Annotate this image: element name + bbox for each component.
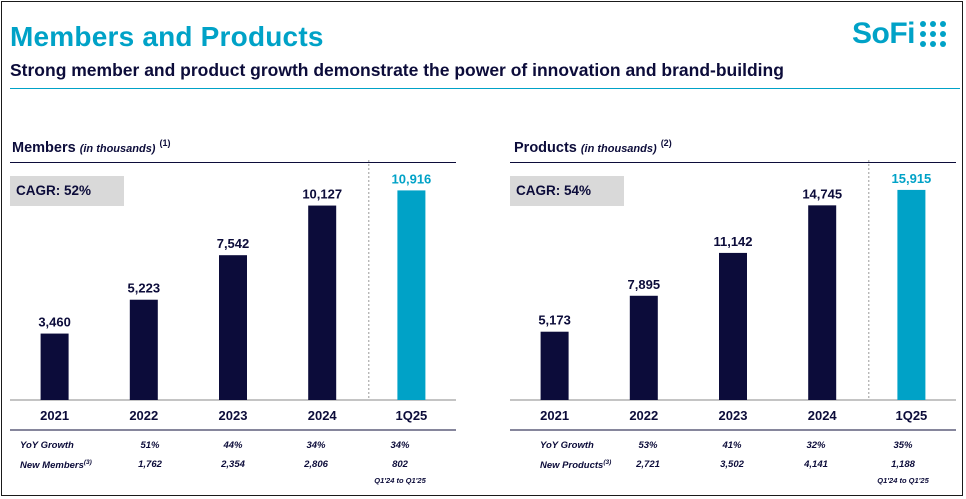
members-bar-1q25: [397, 190, 426, 400]
members-title-rule: [10, 162, 456, 163]
products-footnote: (2): [660, 138, 672, 148]
products-bar-2021: [540, 331, 569, 400]
products-bar-2023: [719, 252, 747, 400]
header-divider: [10, 88, 960, 89]
products-new-2024: 4,141: [804, 459, 828, 470]
products-new-1q25: 1,188: [891, 459, 915, 470]
members-tick-2021: 2021: [40, 408, 69, 423]
members-tick-1q25: 1Q25: [395, 408, 427, 423]
products-cagr-badge: CAGR: 54%: [510, 176, 624, 206]
members-bar-label-2023: 7,542: [217, 236, 250, 251]
products-panel-title: Products (in thousands) (2): [514, 138, 672, 156]
products-new-label: New Products(3): [540, 459, 612, 472]
products-yoy-2023: 41%: [722, 440, 742, 451]
members-bar-2024: [308, 205, 337, 400]
products-bar-2024: [808, 205, 837, 400]
products-unit: (in thousands): [580, 142, 657, 155]
members-bar-2023: [219, 255, 247, 400]
products-title: Products: [514, 139, 577, 156]
members-footnote: (1): [159, 138, 171, 148]
members-new-1q25: 802: [392, 459, 408, 470]
logo-text: SoFi: [852, 17, 916, 50]
products-bar-1q25: [897, 189, 926, 400]
members-yoy-2024: 34%: [306, 440, 326, 451]
products-bar-label-1q25: 15,915: [892, 171, 932, 186]
products-title-rule: [510, 162, 956, 163]
members-bar-label-1q25: 10,916: [392, 171, 432, 186]
products-tick-2024: 2024: [808, 408, 838, 423]
page-title: Members and Products: [10, 21, 324, 52]
products-tick-2021: 2021: [540, 408, 569, 423]
products-tick-2023: 2023: [719, 408, 748, 423]
products-bar-label-2024: 14,745: [802, 186, 842, 201]
products-new-2022: 2,721: [636, 459, 660, 470]
members-yoy-2022: 51%: [140, 440, 160, 451]
members-bar-2022: [129, 299, 158, 400]
members-yoy-1q25: 34%: [390, 440, 410, 451]
members-bar-2021: [40, 333, 69, 400]
members-tick-2024: 2024: [308, 408, 338, 423]
members-tick-2023: 2023: [219, 408, 248, 423]
members-unit: (in thousands): [79, 142, 156, 155]
members-yoy-2023: 44%: [223, 440, 243, 451]
members-cagr-badge: CAGR: 52%: [10, 176, 124, 206]
products-yoy-2022: 53%: [638, 440, 658, 451]
products-bar-2022: [629, 295, 658, 400]
products-tick-2022: 2022: [629, 408, 658, 423]
members-tick-2022: 2022: [129, 408, 158, 423]
products-chart: 5,173 2021 7,895 2022 11,142 2023 14,745 2024 15…: [510, 160, 956, 431]
members-new-2022: 1,762: [138, 459, 162, 470]
products-new-2023: 3,502: [720, 459, 744, 470]
page-subtitle: Strong member and product growth demonst…: [10, 60, 784, 80]
members-bar-label-2021: 3,460: [38, 315, 71, 330]
members-bar-label-2024: 10,127: [302, 187, 342, 202]
members-panel-title: Members (in thousands) (1): [12, 138, 171, 156]
products-period-note: Q1'24 to Q1'25: [877, 476, 929, 485]
products-bar-label-2021: 5,173: [538, 313, 571, 328]
products-yoy-1q25: 35%: [893, 440, 913, 451]
members-title: Members: [12, 139, 76, 156]
members-bar-label-2022: 5,223: [128, 281, 161, 296]
products-bar-label-2022: 7,895: [628, 277, 661, 292]
products-bar-label-2023: 11,142: [713, 234, 752, 249]
products-yoy-2024: 32%: [806, 440, 826, 451]
members-new-2023: 2,354: [221, 459, 245, 470]
sofi-logo: SoFi: [852, 17, 947, 51]
members-yoy-label: YoY Growth: [20, 440, 74, 451]
members-new-2024: 2,806: [304, 459, 328, 470]
products-tick-1q25: 1Q25: [895, 408, 927, 423]
members-chart: 3,460 2021 5,223 2022 7,542 2023 10,127 2024 10,…: [10, 160, 456, 431]
members-period-note: Q1'24 to Q1'25: [374, 476, 426, 485]
logo-dots-icon: [920, 21, 946, 47]
members-new-label: New Members(3): [20, 459, 92, 472]
products-yoy-label: YoY Growth: [540, 440, 594, 451]
